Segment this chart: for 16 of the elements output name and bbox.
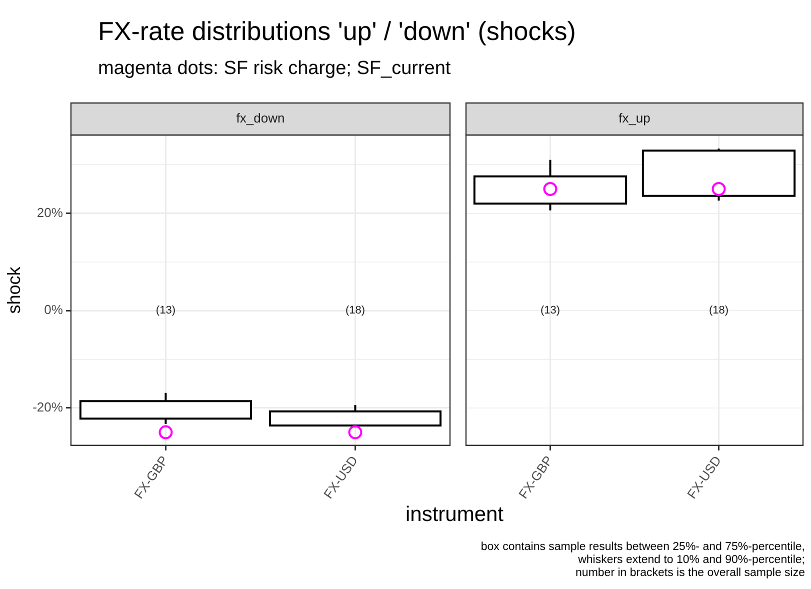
y-tick-label: 20%: [36, 204, 64, 220]
text: number in brackets is the overall sample size: [574, 567, 805, 580]
chart-subtitle: magenta dots: SF risk charge; SF_current: [98, 58, 451, 80]
x-axis-title: instrument: [404, 503, 505, 527]
text: whiskers extend to 10% and 90%-percentile;: [577, 554, 805, 567]
annotation: (13): [156, 304, 176, 317]
chart-title: FX-rate distributions 'up' / 'down' (shocks): [98, 16, 576, 47]
annotation: (18): [345, 304, 366, 317]
y-axis-title: shock: [4, 266, 24, 314]
y-tick-label: -20%: [32, 400, 64, 415]
text: fx_down: [236, 110, 285, 126]
annotation: (18): [708, 304, 729, 317]
text: box contains sample results between 25%- and 75%-percentile,: [480, 541, 805, 554]
annotation: (13): [540, 304, 560, 317]
text: fx_up: [618, 110, 650, 126]
y-tick-label: 0%: [44, 302, 64, 318]
